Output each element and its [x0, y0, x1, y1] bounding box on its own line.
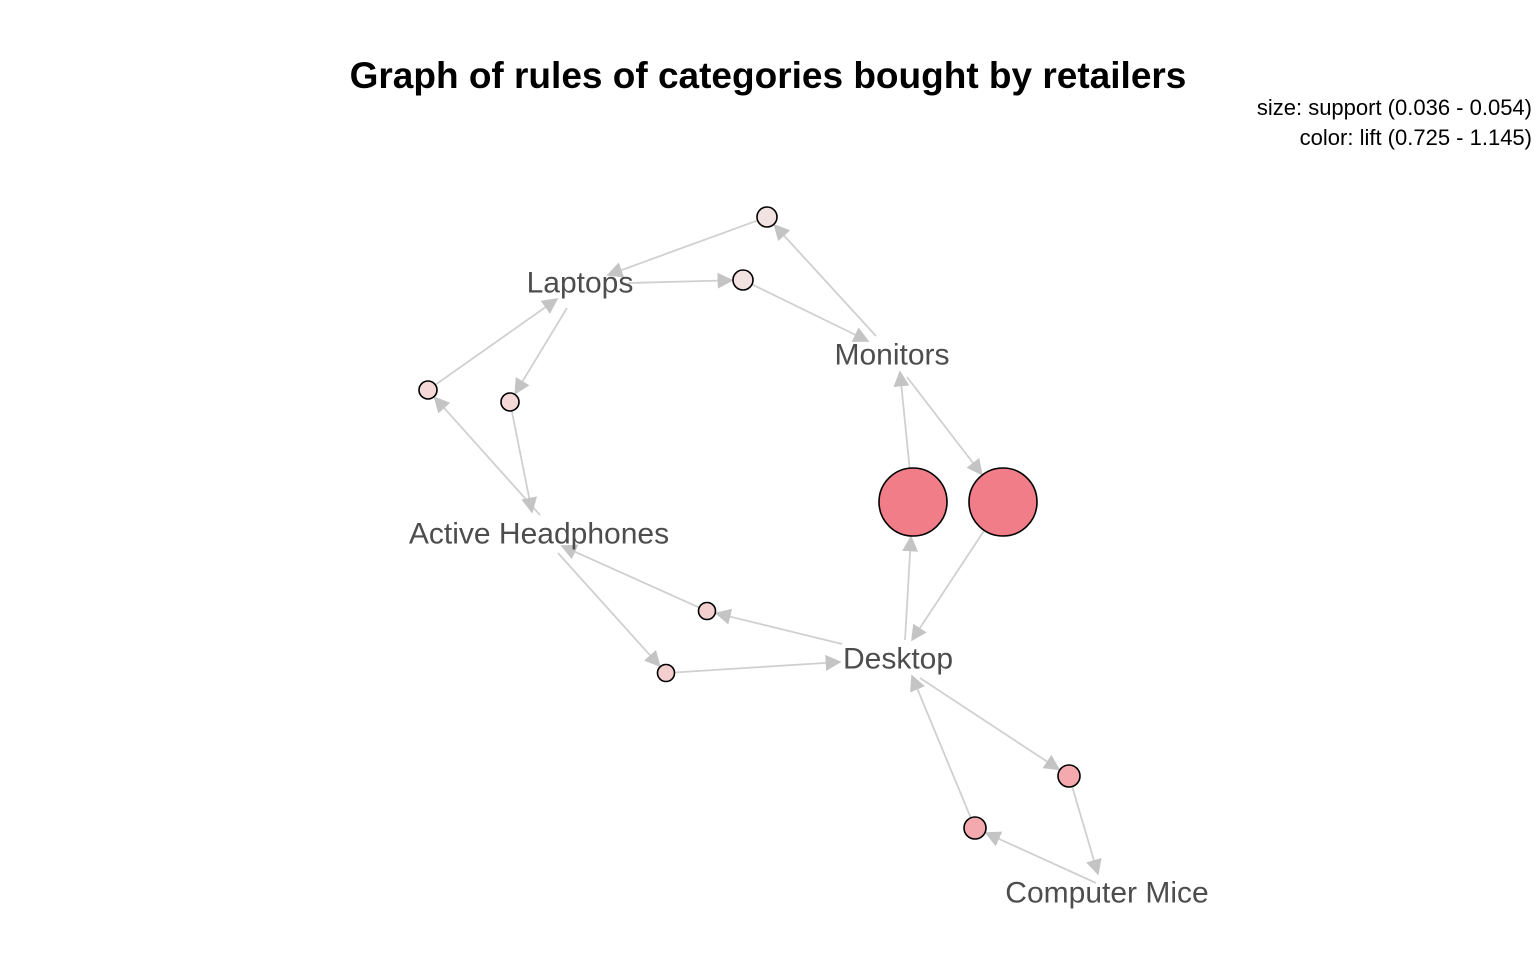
rule-node-9	[1057, 764, 1081, 788]
item-label-desktop: Desktop	[843, 643, 953, 676]
item-label-monitors: Monitors	[834, 339, 949, 372]
edge-lhs-desktop-to-r9	[919, 677, 1061, 771]
rule-node-3	[418, 380, 438, 400]
edge-r3-to-rhs-laptops	[434, 298, 559, 386]
edge-lhs-laptops-to-r2	[627, 272, 734, 289]
edge-lhs-active_headphones-to-r8	[557, 552, 661, 668]
edge-lhs-desktop-to-r7	[714, 608, 843, 645]
rule-node-1	[756, 206, 778, 228]
edge-r10-to-rhs-desktop	[910, 674, 972, 819]
edge-lhs-desktop-to-r5	[902, 535, 919, 641]
edges-layer	[433, 219, 1102, 884]
item-label-laptops: Laptops	[527, 267, 634, 300]
rule-node-5	[878, 467, 948, 537]
edge-lhs-monitors-to-r1	[773, 223, 877, 337]
edge-lhs-laptops-to-r4	[514, 307, 568, 395]
chart-title: Graph of rules of categories bought by r…	[349, 55, 1187, 96]
edge-r1-to-rhs-laptops	[606, 219, 758, 278]
edge-lhs-computer_mice-to-r10	[984, 831, 1097, 884]
edge-r9-to-rhs-computer_mice	[1071, 786, 1102, 876]
rule-node-4	[500, 392, 520, 412]
edge-r5-to-rhs-monitors	[893, 370, 911, 469]
legend: size: support (0.036 - 0.054) color: lif…	[1257, 93, 1532, 153]
rule-node-2	[732, 269, 754, 291]
legend-size: size: support (0.036 - 0.054)	[1256, 95, 1532, 120]
items-layer: Laptops Monitors Active Headphones Desktop C…	[409, 267, 1209, 910]
edge-r2-to-rhs-monitors	[751, 283, 870, 342]
rule-node-7	[697, 601, 717, 621]
legend-color: color: lift (0.725 - 1.145)	[1299, 125, 1532, 150]
rules-layer	[418, 206, 1081, 840]
item-label-computer-mice: Computer Mice	[1005, 877, 1208, 910]
rule-node-10	[963, 816, 987, 840]
edge-lhs-monitors-to-r6	[906, 376, 983, 476]
item-label-active-headphones: Active Headphones	[409, 518, 669, 551]
edge-r8-to-rhs-desktop	[674, 654, 842, 674]
rule-node-8	[656, 663, 676, 683]
edge-r4-to-rhs-active_headphones	[510, 410, 538, 514]
edge-r6-to-rhs-desktop	[911, 529, 986, 642]
edge-r7-to-rhs-active_headphones	[560, 544, 700, 609]
rule-node-6	[968, 467, 1038, 537]
edge-lhs-active_headphones-to-r3	[433, 396, 541, 516]
